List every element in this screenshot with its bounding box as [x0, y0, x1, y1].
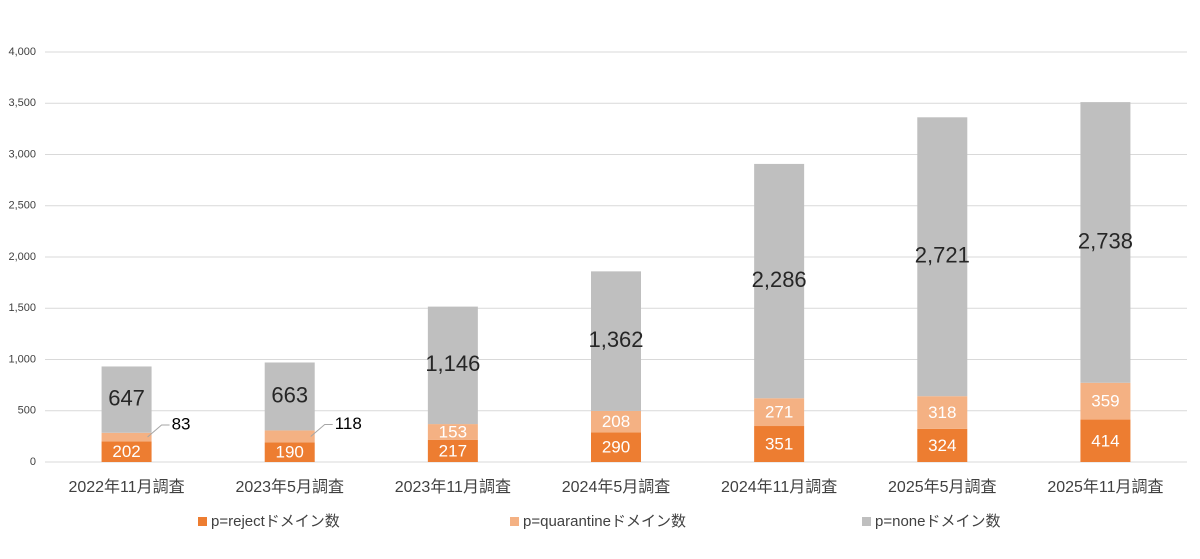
legend-label: p=quarantineドメイン数: [523, 513, 686, 530]
data-label: 351: [765, 434, 793, 453]
leader-line: [310, 423, 333, 437]
bar-segment: [591, 432, 641, 462]
data-label: 208: [602, 412, 630, 431]
bar-segment: [754, 398, 805, 427]
bar-segment: [101, 432, 152, 442]
x-tick-label: 2022年11月調査: [68, 478, 184, 496]
data-label: 202: [112, 442, 140, 461]
bar-segment: [264, 430, 315, 443]
y-tick-label: 500: [18, 405, 36, 417]
data-label: 217: [439, 441, 467, 460]
bar-segment: [917, 117, 968, 397]
y-tick-label: 3,000: [8, 148, 36, 160]
data-label: 2,286: [752, 267, 807, 292]
data-label: 1,362: [588, 327, 643, 352]
x-tick-label: 2024年5月調査: [562, 478, 671, 496]
data-label: 1,146: [425, 351, 480, 376]
x-tick-label: 2025年5月調査: [888, 478, 997, 496]
bar-segment: [754, 163, 805, 399]
data-label: 318: [928, 403, 956, 422]
bar-segment: [264, 442, 315, 462]
y-tick-label: 4,000: [8, 46, 36, 58]
bar-segment: [917, 396, 968, 429]
legend-label: p=noneドメイン数: [875, 513, 1000, 530]
bar-segment: [1080, 382, 1131, 420]
x-tick-label: 2025年11月調査: [1047, 478, 1163, 496]
data-label: 118: [335, 414, 362, 433]
bar-segment: [264, 362, 315, 431]
data-label: 2,721: [915, 243, 970, 268]
leader-line: [147, 424, 170, 438]
data-label: 83: [172, 415, 191, 434]
y-tick-label: 1,000: [8, 353, 36, 365]
legend-swatch: [510, 517, 519, 526]
bar-segment: [1080, 419, 1131, 462]
data-label: 153: [439, 422, 467, 441]
bar-segment: [101, 366, 152, 433]
y-tick-label: 1,500: [8, 302, 36, 314]
data-label: 647: [108, 385, 145, 410]
bar-segment: [754, 426, 805, 462]
data-label: 324: [928, 436, 956, 455]
bar-segment: [427, 424, 478, 440]
bar-segment: [427, 306, 478, 425]
data-label: 414: [1091, 431, 1119, 450]
bar-segment: [1080, 102, 1131, 383]
legend-swatch: [862, 517, 871, 526]
data-label: 359: [1091, 392, 1119, 411]
x-tick-label: 2023年11月調査: [395, 478, 511, 496]
x-tick-label: 2023年5月調査: [235, 478, 344, 496]
y-tick-label: 0: [30, 456, 36, 468]
data-label: 290: [602, 438, 630, 457]
y-tick-label: 2,500: [8, 200, 36, 212]
data-label: 190: [276, 443, 304, 462]
data-label: 663: [271, 382, 308, 407]
x-tick-label: 2024年11月調査: [721, 478, 837, 496]
bar-segment: [917, 428, 968, 462]
legend-swatch: [198, 517, 207, 526]
y-tick-label: 2,000: [8, 251, 36, 263]
data-label: 271: [765, 403, 793, 422]
bar-segment: [591, 410, 641, 433]
data-label: 2,738: [1078, 228, 1133, 253]
y-tick-label: 3,500: [8, 97, 36, 109]
bar-segment: [591, 271, 641, 411]
legend-label: p=rejectドメイン数: [211, 513, 340, 530]
bar-segment: [101, 441, 152, 462]
bar-segment: [427, 439, 478, 462]
